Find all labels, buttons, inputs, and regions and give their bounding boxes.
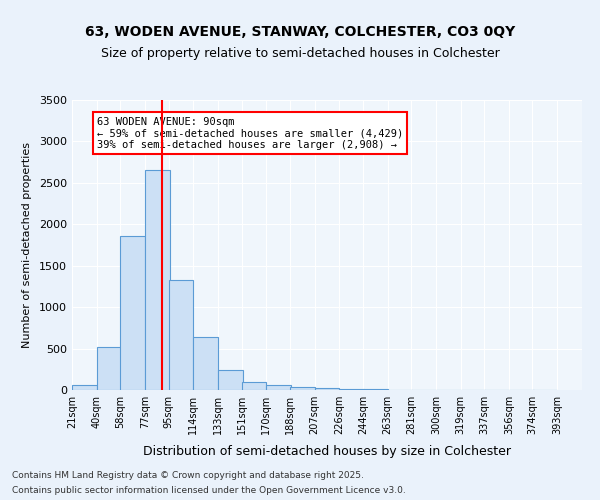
Bar bbox=[120, 236, 145, 390]
Bar bbox=[72, 385, 97, 390]
Bar bbox=[218, 370, 243, 390]
Bar bbox=[242, 382, 266, 390]
Text: Contains HM Land Registry data © Crown copyright and database right 2025.: Contains HM Land Registry data © Crown c… bbox=[12, 471, 364, 480]
Text: 63, WODEN AVENUE, STANWAY, COLCHESTER, CO3 0QY: 63, WODEN AVENUE, STANWAY, COLCHESTER, C… bbox=[85, 25, 515, 39]
Bar bbox=[314, 388, 340, 390]
Bar bbox=[97, 346, 122, 390]
Bar bbox=[193, 336, 218, 390]
Y-axis label: Number of semi-detached properties: Number of semi-detached properties bbox=[22, 142, 32, 348]
Text: Size of property relative to semi-detached houses in Colchester: Size of property relative to semi-detach… bbox=[101, 48, 499, 60]
Bar bbox=[266, 385, 291, 390]
Bar bbox=[340, 389, 364, 390]
Bar bbox=[145, 170, 170, 390]
X-axis label: Distribution of semi-detached houses by size in Colchester: Distribution of semi-detached houses by … bbox=[143, 446, 511, 458]
Bar bbox=[290, 386, 314, 390]
Bar bbox=[169, 280, 193, 390]
Text: Contains public sector information licensed under the Open Government Licence v3: Contains public sector information licen… bbox=[12, 486, 406, 495]
Text: 63 WODEN AVENUE: 90sqm
← 59% of semi-detached houses are smaller (4,429)
39% of : 63 WODEN AVENUE: 90sqm ← 59% of semi-det… bbox=[97, 116, 403, 150]
